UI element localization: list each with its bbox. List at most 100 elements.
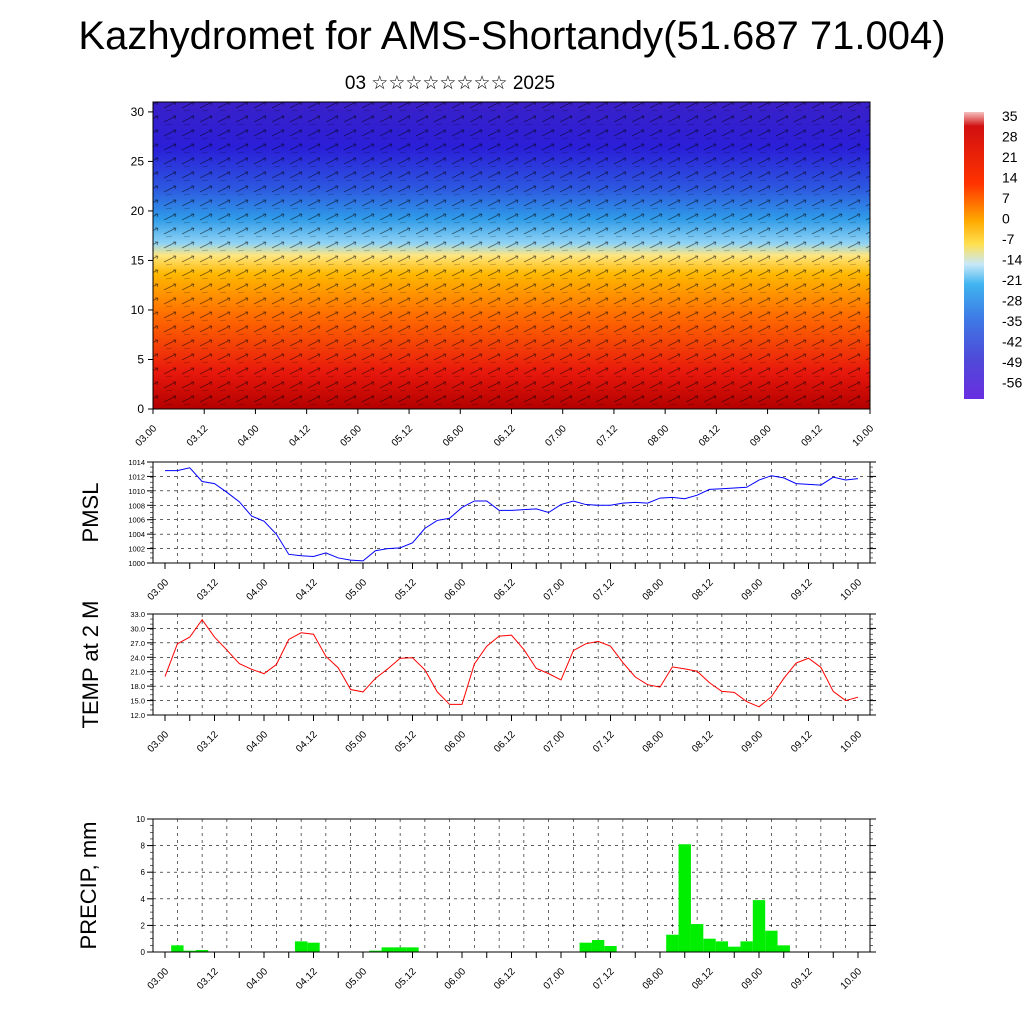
x-tick-label: 05.00: [344, 729, 370, 755]
heatmap-x-tick-label: 03.00: [134, 423, 160, 449]
heatmap-x-tick-label: 05.12: [390, 423, 416, 449]
x-tick-label: 07.12: [591, 577, 617, 603]
panel-frame: [152, 613, 871, 716]
x-tick-label: 06.00: [443, 729, 469, 755]
y-axis-label: PMSL: [78, 483, 103, 543]
heatmap-x-tick-label: 08.12: [697, 423, 723, 449]
colorbar-label: -21: [1002, 272, 1022, 288]
precip-bar: [715, 941, 729, 952]
colorbar-label: 35: [1002, 108, 1018, 124]
heatmap-x-tick-label: 09.12: [799, 423, 825, 449]
colorbar-label: -49: [1002, 354, 1022, 370]
precip-bar: [604, 946, 617, 952]
x-tick-label: 03.00: [146, 577, 172, 603]
x-tick-label: 04.12: [294, 966, 320, 992]
heatmap-y-tick-label: 0: [137, 402, 144, 416]
y-tick-label: 2: [141, 921, 146, 930]
x-tick-label: 06.00: [443, 966, 469, 992]
x-tick-label: 03.00: [146, 729, 172, 755]
colorbar: 35 28 21 14 7 0 -7 -14 -21 -28 -35 -42 -49 -56: [964, 108, 1022, 399]
x-tick-label: 03.12: [195, 729, 221, 755]
x-tick-label: 04.12: [294, 729, 320, 755]
precip-bar: [195, 950, 209, 952]
x-tick-label: 09.00: [740, 577, 766, 603]
precip-bar: [591, 940, 605, 952]
precip-bar: [294, 941, 308, 952]
x-tick-label: 10.00: [839, 577, 865, 603]
heatmap-x-tick-label: 04.12: [287, 423, 313, 449]
precip-bar: [406, 947, 419, 952]
x-tick-label: 07.00: [542, 729, 568, 755]
precip-bar: [728, 946, 741, 952]
y-tick-label: 8: [141, 842, 146, 851]
precip-bar: [777, 945, 790, 952]
colorbar-label: 28: [1002, 129, 1018, 145]
colorbar-label: 14: [1002, 170, 1018, 186]
x-tick-label: 07.00: [542, 966, 568, 992]
wind-vectors: [153, 102, 870, 409]
y-tick-label: 18.0: [130, 682, 145, 691]
heatmap-y-tick-label: 15: [131, 253, 145, 267]
y-tick-label: 12.0: [130, 711, 145, 720]
heatmap-x-tick-label: 09.00: [748, 423, 774, 449]
y-tick-label: 27.0: [130, 639, 145, 648]
colorbar-label: 0: [1002, 211, 1010, 227]
precip-bar: [307, 942, 320, 952]
heatmap-y-axis: 0 5 10 15 20 25 30: [131, 105, 153, 416]
precip-bar: [752, 900, 766, 952]
heatmap-x-tick-label: 07.00: [543, 423, 569, 449]
heatmap-x-tick-label: 06.12: [492, 423, 518, 449]
x-tick-label: 03.00: [146, 966, 172, 992]
y-tick-label: 1006: [128, 516, 145, 525]
x-tick-label: 06.12: [492, 966, 518, 992]
x-tick-label: 09.12: [789, 577, 815, 603]
colorbar-label: 21: [1002, 149, 1018, 165]
heatmap-y-tick-label: 10: [131, 303, 145, 317]
x-tick-label: 04.12: [294, 577, 320, 603]
x-tick-label: 09.00: [740, 966, 766, 992]
chart-subtitle: 03 ☆☆☆☆☆☆☆☆ 2025: [344, 73, 556, 94]
heatmap-y-tick-label: 20: [131, 204, 145, 218]
panel-frame: [152, 818, 871, 953]
x-tick-label: 06.12: [492, 577, 518, 603]
colorbar-labels: 35 28 21 14 7 0 -7 -14 -21 -28 -35 -42 -49 -56: [1002, 108, 1022, 391]
heatmap-panel: 0 5 10 15 20 25 30 03.00 03.12 04.00 04.12 05.00 05…: [131, 101, 877, 449]
y-tick-label: 1008: [128, 501, 145, 510]
heatmap-x-tick-label: 10.00: [851, 423, 877, 449]
precip-bar: [579, 942, 592, 952]
x-tick-label: 04.00: [245, 966, 271, 992]
x-tick-label: 05.00: [344, 577, 370, 603]
y-tick-label: 1014: [128, 458, 145, 467]
x-tick-label: 09.12: [789, 729, 815, 755]
x-tick-label: 07.12: [591, 729, 617, 755]
series-line: [165, 467, 859, 562]
y-tick-label: 33.0: [130, 610, 145, 619]
y-tick-label: 15.0: [130, 697, 145, 706]
precip-bar: [369, 950, 382, 952]
heatmap-y-tick-label: 5: [137, 352, 144, 366]
x-tick-label: 09.00: [740, 729, 766, 755]
x-tick-label: 06.12: [492, 729, 518, 755]
x-tick-label: 09.12: [789, 966, 815, 992]
pmsl-panel: 1000 1002 1004 1006 1008 1010 1012 1014 03.00 03.…: [78, 458, 876, 603]
precip-bar: [703, 938, 716, 952]
precip-bar: [183, 950, 196, 952]
precip-bar: [765, 930, 778, 952]
x-tick-label: 05.12: [393, 966, 419, 992]
colorbar-label: -28: [1002, 293, 1022, 309]
y-tick-label: 1000: [128, 559, 145, 568]
y-tick-label: 24.0: [130, 653, 145, 662]
y-axis-label: PRECIP, mm: [76, 822, 101, 950]
y-tick-label: 1010: [128, 487, 145, 496]
heatmap-y-tick-label: 30: [131, 105, 145, 119]
x-tick-label: 07.00: [542, 577, 568, 603]
x-tick-label: 04.00: [245, 577, 271, 603]
heatmap-x-tick-label: 06.00: [441, 423, 467, 449]
x-tick-label: 03.12: [195, 966, 221, 992]
precip-bar: [666, 934, 679, 952]
x-tick-label: 05.12: [393, 729, 419, 755]
colorbar-label: -14: [1002, 252, 1022, 268]
y-axis-label: TEMP at 2 M: [78, 601, 103, 729]
x-tick-label: 08.00: [641, 577, 667, 603]
precip-bar: [690, 924, 704, 952]
